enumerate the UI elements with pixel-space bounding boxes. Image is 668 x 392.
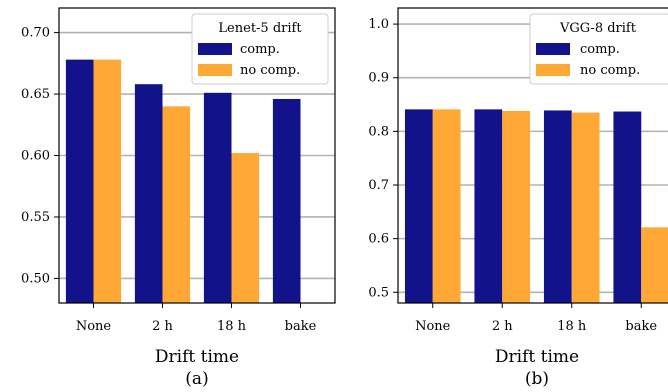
y-tick-label: 0.7 — [368, 178, 389, 193]
y-tick-label: 0.65 — [21, 87, 50, 102]
panel-label: (a) — [185, 369, 208, 389]
x-tick-label: None — [76, 319, 112, 334]
legend-label-comp: comp. — [580, 42, 620, 57]
bar-comp — [404, 109, 433, 303]
legend-label-comp: comp. — [240, 42, 280, 57]
legend-title: Lenet-5 drift — [218, 21, 302, 36]
y-tick-label: 0.50 — [21, 271, 50, 286]
y-tick-label: 0.8 — [368, 124, 389, 139]
legend-label-no-comp: no comp. — [580, 63, 640, 78]
x-axis-title: Drift time — [495, 347, 579, 367]
bars — [404, 109, 668, 304]
legend-swatch-comp — [536, 43, 570, 55]
y-tick-label: 0.6 — [368, 232, 389, 247]
bar-no-comp — [162, 106, 191, 303]
legend-label-no-comp: no comp. — [240, 63, 300, 78]
legend: Lenet-5 drift comp. no comp. — [191, 13, 329, 85]
x-tick-label: bake — [285, 319, 317, 334]
panel-label: (b) — [525, 369, 549, 389]
bar-no-comp — [502, 110, 531, 304]
bars — [65, 59, 301, 303]
x-tick-label: None — [415, 319, 451, 334]
x-tick-label: 18 h — [557, 319, 587, 334]
x-tick-label: bake — [625, 319, 657, 334]
y-tick-label: 0.60 — [21, 149, 50, 164]
legend-title: VGG-8 drift — [559, 21, 637, 36]
y-tick-label: 0.9 — [368, 71, 389, 86]
x-axis-ticks: None 2 h 18 h bake — [415, 303, 657, 334]
y-tick-label: 0.55 — [21, 210, 50, 225]
y-axis-ticks: 0.50 0.55 0.60 0.65 0.70 — [21, 26, 59, 286]
y-tick-label: 0.70 — [21, 26, 50, 41]
plot-frame — [397, 7, 668, 304]
x-axis-title: Drift time — [155, 347, 239, 367]
bar-no-comp — [641, 227, 668, 303]
bar-no-comp — [93, 59, 122, 303]
x-tick-label: 2 h — [152, 319, 173, 334]
bar-comp — [474, 109, 503, 303]
bar-no-comp — [571, 112, 600, 303]
legend-swatch-no-comp — [198, 64, 232, 76]
bar-comp — [65, 59, 94, 303]
x-tick-label: 2 h — [492, 319, 513, 334]
bar-comp — [272, 98, 301, 303]
bar-comp — [543, 110, 572, 303]
bar-comp — [203, 92, 232, 303]
bar-no-comp — [432, 109, 461, 303]
bar-no-comp — [231, 153, 260, 303]
legend: VGG-8 drift comp. no comp. — [529, 13, 668, 85]
y-tick-label: 1.0 — [368, 17, 389, 32]
chart-lenet5: 0.50 0.55 0.60 0.65 0.70 None 2 h 18 h bake Dri… — [21, 7, 336, 389]
x-tick-label: 18 h — [217, 319, 247, 334]
legend-swatch-comp — [198, 43, 232, 55]
y-axis-ticks: 0.5 0.6 0.7 0.8 0.9 1.0 — [368, 17, 398, 300]
y-tick-label: 0.5 — [368, 285, 389, 300]
bar-comp — [613, 111, 642, 303]
legend-swatch-no-comp — [536, 64, 570, 76]
bar-comp — [134, 84, 163, 303]
chart-vgg8: 0.5 0.6 0.7 0.8 0.9 1.0 None 2 h 18 h bake Drift… — [368, 7, 668, 389]
x-axis-ticks: None 2 h 18 h bake — [76, 303, 317, 334]
